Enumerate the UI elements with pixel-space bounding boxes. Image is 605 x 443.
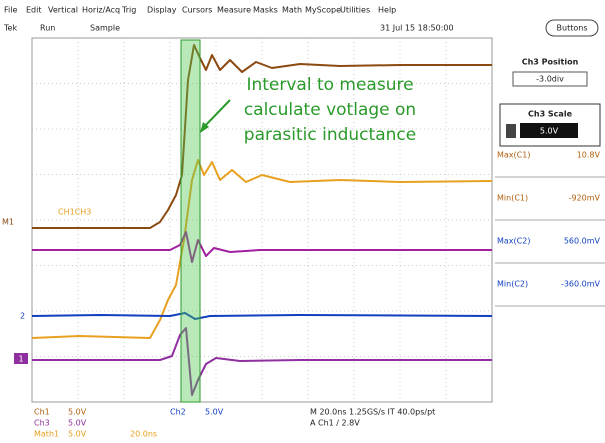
menu-item[interactable]: Display — [147, 6, 177, 15]
measure-value: 10.8V — [577, 151, 601, 160]
menu-item[interactable]: File — [4, 6, 17, 15]
measure-label: Max(C1) — [497, 151, 530, 160]
acq-mode: Sample — [90, 24, 120, 33]
measure-value: -920mV — [569, 194, 601, 203]
measure-value: 560.0mV — [564, 237, 601, 246]
ch2-marker: 2 — [20, 312, 25, 321]
menu-item[interactable]: Horiz/Acq — [82, 6, 120, 15]
menu-item[interactable]: Measure — [217, 6, 251, 15]
measure-label: Min(C2) — [497, 280, 528, 289]
scope-screen: File Edit Vertical Horiz/AcqTrig Display Curs… — [0, 0, 605, 443]
readout: Ch2 — [170, 408, 186, 417]
readout: 5.0V — [68, 419, 87, 428]
interval-highlight — [181, 40, 200, 402]
math-marker: M1 — [2, 218, 14, 227]
readout: Ch1 — [34, 408, 50, 417]
brand: Tek — [3, 24, 17, 33]
readout: Ch3 — [34, 419, 50, 428]
menu-item[interactable]: Help — [378, 6, 396, 15]
buttons-label: Buttons — [557, 24, 588, 33]
readout: A Ch1 / 2.8V — [310, 419, 360, 428]
menu-item[interactable]: Masks — [253, 6, 278, 15]
readout: 5.0V — [68, 430, 87, 439]
overlay-marker: CH1CH3 — [58, 208, 91, 217]
annotation: Interval to measure — [246, 75, 413, 95]
scale-title: Ch3 Scale — [528, 110, 573, 119]
knob-icon — [506, 124, 516, 138]
readout: Math1 — [34, 430, 59, 439]
readout: M 20.0ns 1.25GS/s IT 40.0ps/pt — [310, 408, 435, 417]
annotation: calculate votlage on — [244, 100, 416, 120]
run-state: Run — [40, 24, 55, 33]
ch1-marker: 1 — [18, 355, 23, 364]
scale-value: 5.0V — [540, 127, 559, 136]
measure-value: -360.0mV — [561, 280, 601, 289]
measure-label: Max(C2) — [497, 237, 530, 246]
menu-item[interactable]: Edit — [26, 6, 42, 15]
menu-item[interactable]: Vertical — [48, 6, 78, 15]
menu-item[interactable]: Utilities — [340, 6, 370, 15]
menu-item[interactable]: Math — [282, 6, 302, 15]
menu-item[interactable]: MyScope — [305, 6, 341, 15]
date: 31 Jul 15 18:50:00 — [380, 24, 454, 33]
readout: 5.0V — [205, 408, 224, 417]
annotation: parasitic inductance — [244, 125, 416, 145]
position-title: Ch3 Position — [522, 58, 579, 67]
menu-item[interactable]: Trig — [121, 6, 136, 15]
readout: 20.0ns — [130, 430, 157, 439]
readout: 5.0V — [68, 408, 87, 417]
measure-label: Min(C1) — [497, 194, 528, 203]
position-value: -3.0div — [536, 75, 564, 84]
menu-item[interactable]: Cursors — [182, 6, 212, 15]
